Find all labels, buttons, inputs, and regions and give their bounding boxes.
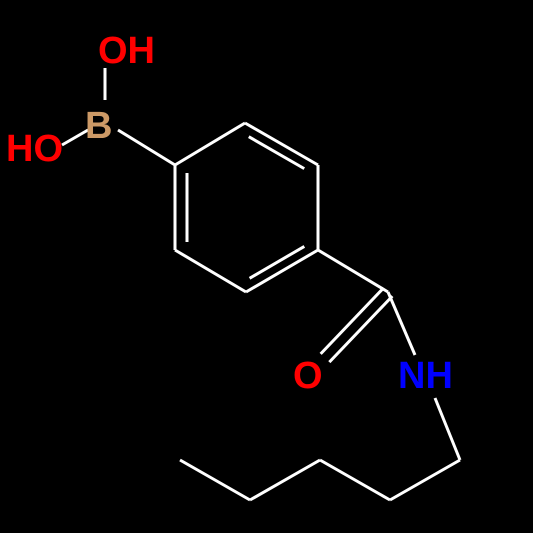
bond-line [329,296,392,362]
bond-line [245,123,318,165]
bond-line [320,460,390,500]
atom-label-b: B [85,105,112,148]
bond-line [318,250,388,292]
bond-line [435,398,460,460]
atom-label-oh1: OH [98,30,155,73]
atom-label-ho: HO [6,128,63,171]
bond-line [175,123,245,165]
bond-line [250,460,320,500]
chemical-structure-diagram [0,0,533,533]
bond-line [118,130,175,165]
bond-line [321,288,384,354]
bond-line [175,250,246,292]
bond-line [246,250,318,292]
bond-line [390,460,460,500]
bond-line [180,460,250,500]
atom-label-o: O [293,355,323,398]
bond-line [388,292,415,355]
atom-label-nh: NH [398,355,453,398]
